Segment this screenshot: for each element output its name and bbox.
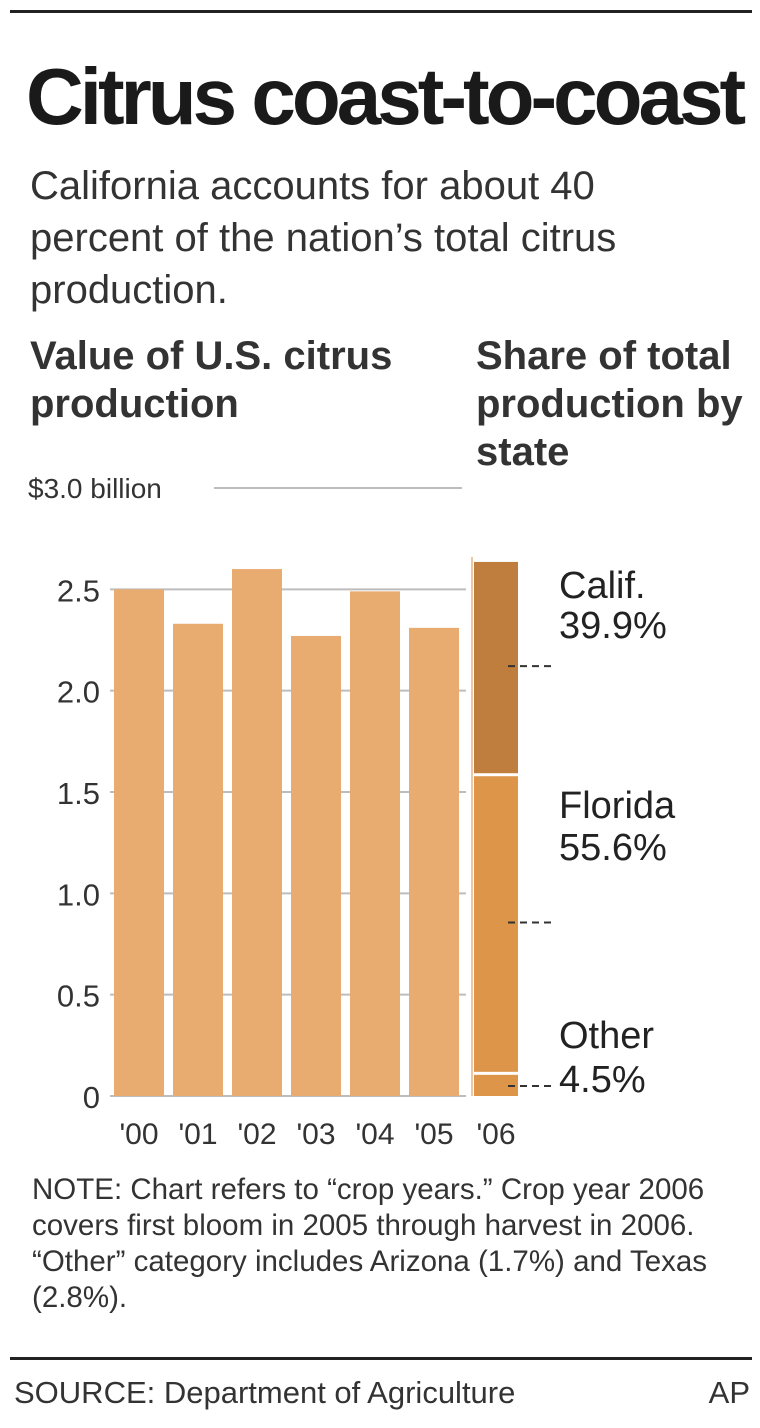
x-tick-label: '00 bbox=[119, 1118, 158, 1151]
x-tick-label: '03 bbox=[296, 1118, 335, 1151]
share-segment-other bbox=[474, 1074, 518, 1096]
share-value-label: 4.5% bbox=[559, 1059, 646, 1101]
x-tick-label: '04 bbox=[355, 1118, 394, 1151]
share-value-label: 55.6% bbox=[559, 827, 667, 869]
bar bbox=[232, 569, 282, 1096]
x-tick-label: '02 bbox=[237, 1118, 276, 1151]
page-title: Citrus coast-to-coast bbox=[26, 52, 746, 141]
share-chart-title: Share of total production by state bbox=[476, 334, 743, 474]
credit-text: AP bbox=[708, 1375, 750, 1410]
share-segment-florida bbox=[474, 776, 518, 1072]
bar bbox=[291, 635, 341, 1096]
bar bbox=[409, 627, 459, 1096]
y-tick-label: 1.0 bbox=[57, 877, 100, 912]
x-tick-label: '05 bbox=[414, 1118, 453, 1151]
y-tick-label: 1.5 bbox=[57, 776, 100, 811]
bar bbox=[350, 591, 400, 1096]
share-bar-edge bbox=[471, 556, 473, 1096]
source-text: SOURCE: Department of Agriculture bbox=[14, 1375, 516, 1410]
y-unit-label: $3.0 billion bbox=[28, 473, 162, 504]
bottom-rule bbox=[10, 1357, 752, 1360]
y-tick-label: 2.0 bbox=[57, 675, 100, 710]
bar bbox=[114, 589, 164, 1096]
y-tick-label: 0 bbox=[83, 1080, 100, 1115]
bar bbox=[173, 623, 223, 1096]
footnote: NOTE: Chart refers to “crop years.” Crop… bbox=[32, 1173, 708, 1314]
share-value-label: 39.9% bbox=[559, 605, 667, 647]
top-rule bbox=[10, 10, 752, 13]
subtitle: California accounts for about 40 percent… bbox=[30, 164, 617, 312]
share-name-label: Other bbox=[559, 1015, 654, 1057]
y-tick-label: 2.5 bbox=[57, 573, 100, 608]
x-tick-label: '06 bbox=[476, 1118, 515, 1151]
bar-chart-title: Value of U.S. citrus production bbox=[30, 334, 393, 426]
share-name-label: Calif. bbox=[559, 565, 646, 607]
x-tick-label: '01 bbox=[178, 1118, 217, 1151]
y-tick-label: 0.5 bbox=[57, 979, 100, 1014]
share-name-label: Florida bbox=[559, 785, 676, 827]
share-segment-calif bbox=[474, 561, 518, 774]
